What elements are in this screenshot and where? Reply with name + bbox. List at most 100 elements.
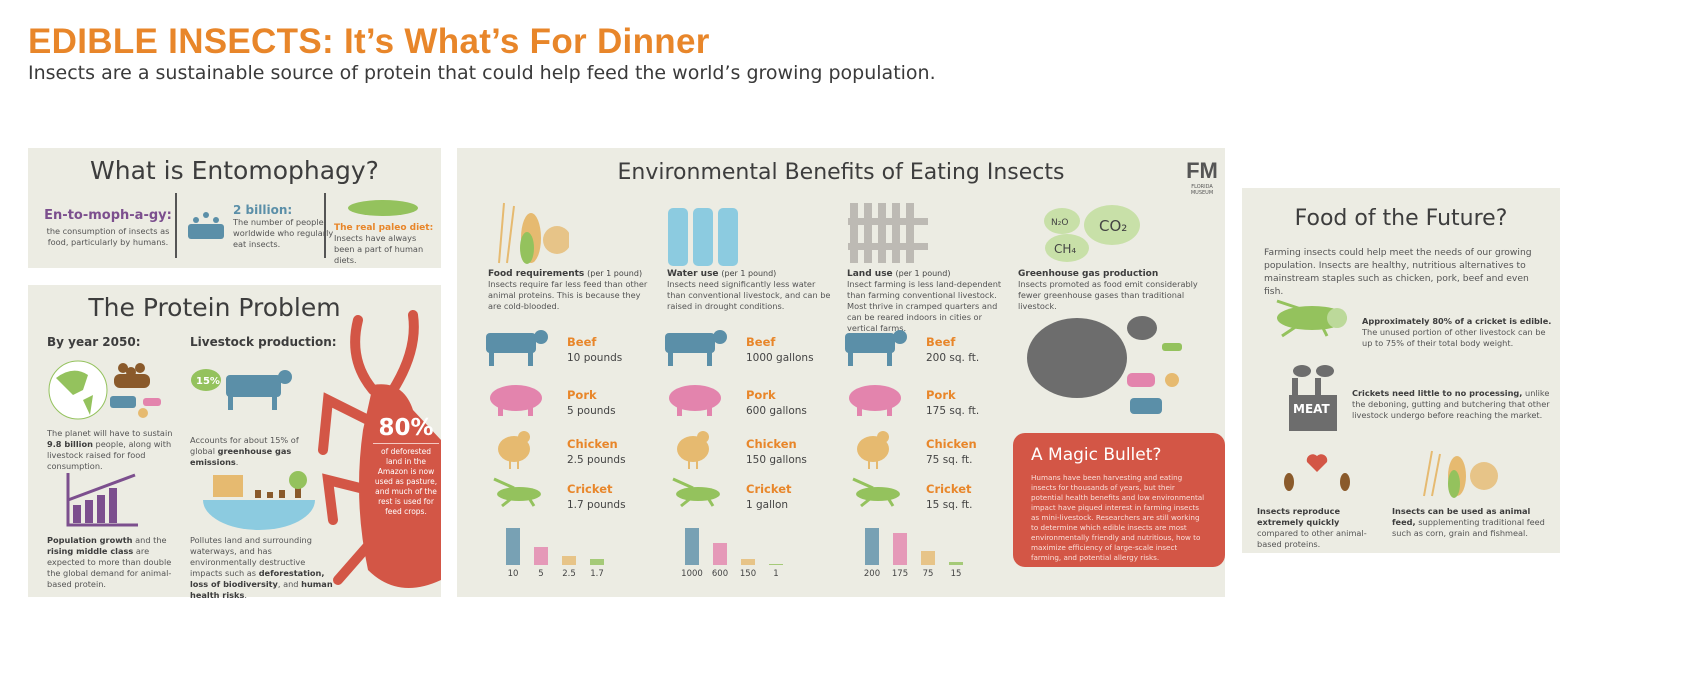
planet-text: The planet will have to sustain 9.8 bill… [47, 428, 173, 471]
animal-value: 200 sq. ft. [926, 352, 980, 364]
animal-label: Pork [926, 388, 956, 402]
pork-icon [490, 385, 542, 416]
bar-beef [865, 528, 879, 565]
animal-label: Pork [567, 388, 597, 402]
bar-label: 1 [773, 569, 779, 579]
bar-cricket [949, 562, 963, 565]
bar-label: 75 [922, 569, 934, 579]
water-bottles-icon [668, 208, 738, 266]
feed-text: Insects can be used as animal feed, supp… [1392, 506, 1545, 538]
paleo-title: The real paleo diet: [334, 223, 434, 233]
animal-label: Chicken [567, 437, 618, 451]
column-title: Land use [847, 269, 893, 279]
chicken-icon [857, 431, 889, 469]
animal-value: 175 sq. ft. [926, 405, 980, 417]
processing-text: Crickets need little to no processing, u… [1352, 388, 1550, 420]
svg-text:CO₂: CO₂ [1099, 217, 1127, 235]
cricket-icon [672, 477, 720, 508]
animal-label: Cricket [567, 482, 613, 496]
beef-icon [665, 330, 727, 366]
animal-label: Chicken [926, 437, 977, 451]
pollute-text: Pollutes land and surrounding waterways,… [190, 535, 333, 600]
animal-label: Beef [567, 335, 597, 349]
column-title: Food requirements [488, 269, 585, 279]
protein-title: The Protein Problem [88, 293, 341, 322]
svg-text:N₂O: N₂O [1051, 218, 1068, 228]
ghg-text: Insects promoted as food emit considerab… [1018, 279, 1198, 311]
globe-livestock-icon [48, 360, 161, 420]
florida-museum-logo: FM FLORIDA MUSEUM [1186, 158, 1218, 196]
animal-value: 15 sq. ft. [926, 499, 973, 511]
meat-factory-icon: MEAT [1289, 365, 1337, 431]
pork-icon [669, 385, 721, 416]
tick-text: of deforested land in the Amazon is now … [374, 447, 438, 516]
future-title: Food of the Future? [1294, 206, 1508, 231]
ghg-title: Greenhouse gas production [1018, 269, 1159, 279]
emission-comparison-icon [1027, 316, 1182, 414]
cow-emissions-icon: 15% [191, 369, 292, 410]
entomophagy-title: What is Entomophagy? [90, 156, 379, 185]
definition: the consumption of insects as food, part… [46, 226, 170, 247]
cricket-icon [493, 477, 541, 508]
svg-text:MEAT: MEAT [1293, 402, 1330, 416]
cricket-icon [1276, 299, 1347, 338]
column-title: Water use [667, 269, 719, 279]
tick-icon [318, 310, 441, 588]
animal-label: Beef [746, 335, 776, 349]
column-text: Insects need significantly less water th… [667, 279, 831, 311]
animal-value: 1.7 pounds [567, 499, 626, 511]
fence-icon [848, 203, 928, 263]
bar-label: 175 [891, 569, 909, 579]
animal-value: 600 gallons [746, 405, 807, 417]
animal-value: 2.5 pounds [567, 454, 626, 466]
bar-chicken [562, 555, 576, 565]
animal-label: Chicken [746, 437, 797, 451]
ants-heart-icon [1284, 454, 1350, 491]
bar-label: 1.7 [590, 569, 604, 579]
edible-text: Approximately 80% of a cricket is edible… [1362, 316, 1552, 348]
term: En-to-moph-a-gy: [44, 208, 172, 223]
tick-stat: 80% [373, 415, 439, 444]
livestock-heading: Livestock production: [190, 335, 337, 349]
bar-label: 2.5 [562, 569, 576, 579]
magic-bullet-box: A Magic Bullet? Humans have been harvest… [1013, 433, 1225, 567]
bar-beef [685, 528, 699, 565]
count-title: 2 billion: [233, 203, 293, 217]
bar-label: 200 [863, 569, 881, 579]
future-intro: Farming insects could help meet the need… [1264, 247, 1532, 297]
bar-chicken [741, 559, 755, 565]
animal-label: Cricket [926, 482, 972, 496]
bar-pork [534, 546, 548, 565]
protein-panel: The Protein Problem By year 2050: Livest… [28, 285, 441, 600]
reproduction-text: Insects reproduce extremely quickly comp… [1257, 506, 1367, 549]
ghg-clouds-icon: N₂O CO₂ CH₄ [1044, 205, 1140, 262]
bar-label: 600 [711, 569, 729, 579]
beef-icon [845, 330, 907, 366]
people-icon [188, 212, 224, 239]
animal-value: 5 pounds [567, 405, 616, 417]
bar-beef [506, 528, 520, 565]
bar-pork [893, 532, 907, 565]
bar-label: 15 [950, 569, 962, 579]
page-subtitle: Insects are a sustainable source of prot… [28, 62, 936, 84]
chicken-icon [677, 431, 709, 469]
animal-value: 1000 gallons [746, 352, 814, 364]
bar-pork [713, 542, 727, 565]
magic-title: A Magic Bullet? [1031, 445, 1162, 465]
feed-crops-icon [1423, 450, 1498, 498]
pork-icon [849, 385, 901, 416]
year-heading: By year 2050: [47, 335, 141, 349]
cricket-icon [852, 477, 900, 508]
magic-text: Humans have been harvesting and eating i… [1031, 473, 1205, 562]
paleo-text: Insects have always been a part of human… [334, 233, 424, 265]
column-text: Insects require far less feed than other… [488, 279, 648, 311]
chicken-icon [498, 431, 530, 469]
animal-value: 10 pounds [567, 352, 623, 364]
svg-text:15%: 15% [196, 376, 220, 387]
bar-label: 1000 [681, 569, 703, 579]
environment-panel: Environmental Benefits of Eating Insects… [457, 148, 1225, 597]
beef-icon [486, 330, 548, 366]
growth-chart-icon [66, 473, 138, 527]
animal-value: 150 gallons [746, 454, 807, 466]
animal-label: Beef [926, 335, 956, 349]
